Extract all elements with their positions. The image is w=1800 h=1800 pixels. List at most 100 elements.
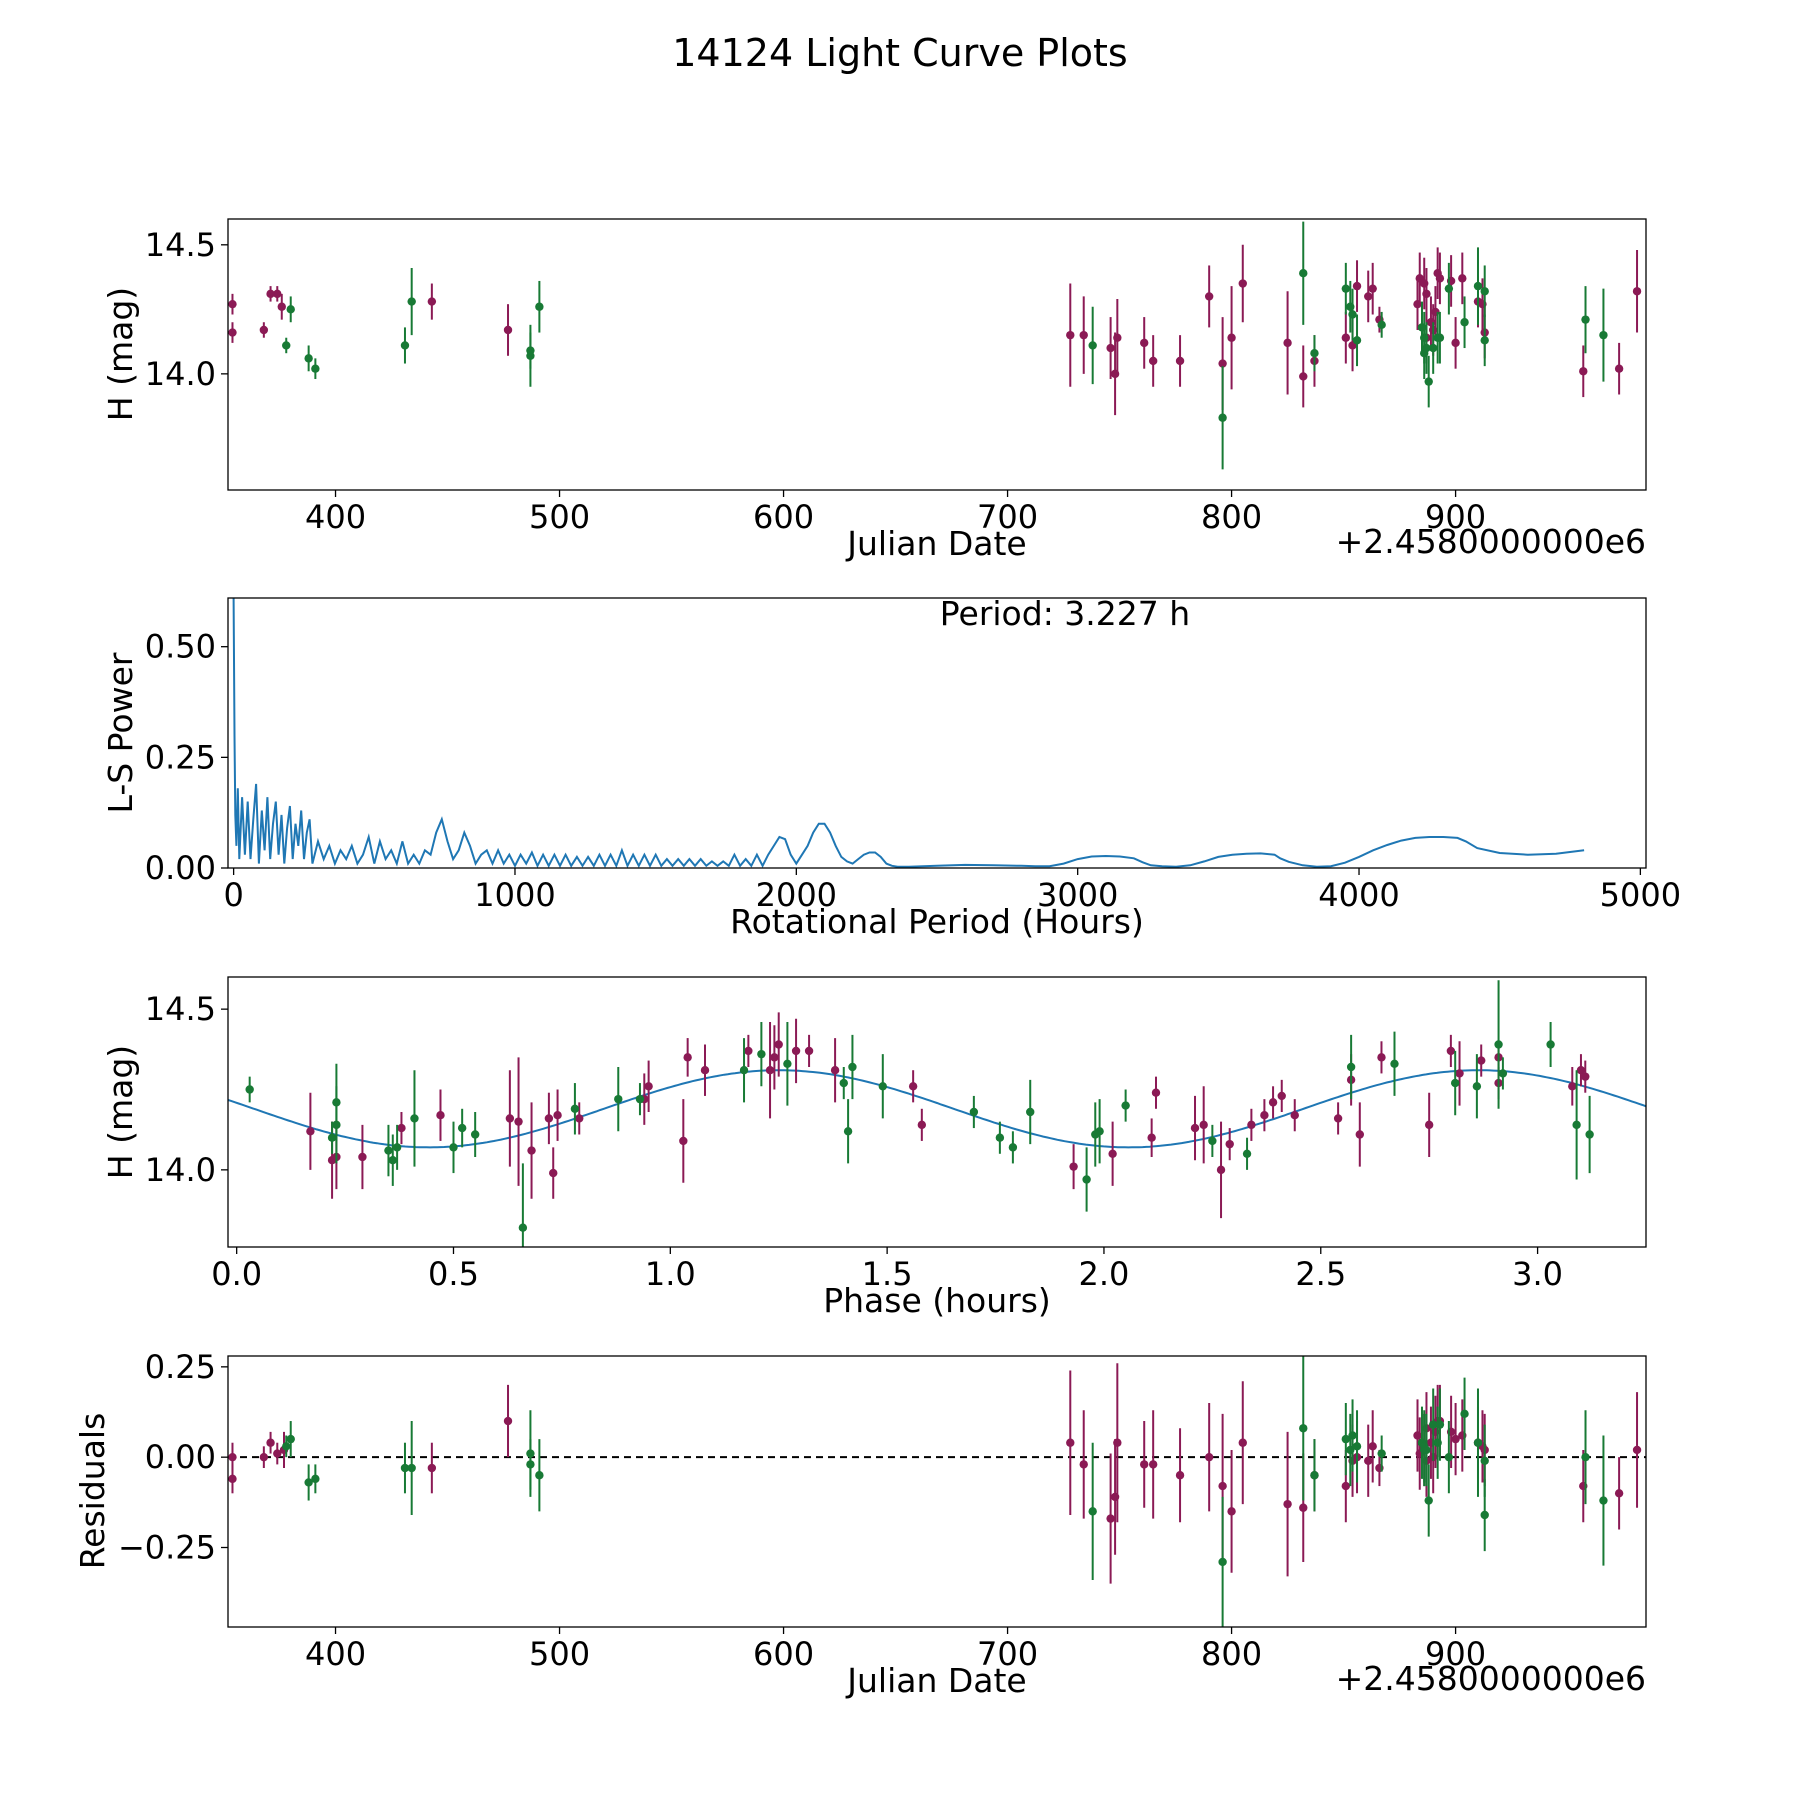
- x-tick-label: 1.5: [862, 1255, 913, 1293]
- magenta-data-point: [544, 1114, 554, 1123]
- periodogram-panel: 0 1000 2000 3000 4000 5000 0.00 0.25 0.50 Rotatio…: [101, 594, 1681, 941]
- plot-area: [228, 221, 1642, 470]
- phase-folded-panel: 0.0 0.5 1.0 1.5 2.0 2.5 3.0 14.0 14.5 Phase (hour…: [101, 976, 1647, 1320]
- green-data-point: [1390, 1059, 1399, 1068]
- x-tick-label: 400: [305, 498, 366, 536]
- green-data-point: [995, 1133, 1005, 1142]
- x-tick-label: 2.0: [1079, 1255, 1130, 1293]
- magenta-data-point: [1341, 333, 1351, 342]
- x-tick-label: 900: [1425, 1635, 1486, 1673]
- x-tick-label: 600: [753, 498, 814, 536]
- magenta-data-point: [273, 1449, 282, 1458]
- x-tick-label: 0.0: [211, 1255, 262, 1293]
- y-tick-label: 0.50: [145, 628, 216, 666]
- green-data-point: [1480, 1456, 1489, 1465]
- magenta-data-point: [266, 289, 275, 299]
- magenta-data-point: [1148, 356, 1158, 366]
- green-data-point: [1444, 1452, 1454, 1462]
- green-data-point: [457, 1123, 467, 1133]
- green-data-point: [1473, 1438, 1483, 1447]
- green-data-point: [1572, 1120, 1581, 1130]
- green-data-point: [839, 1078, 848, 1088]
- y-axis-label: H (mag): [101, 1045, 140, 1179]
- magenta-data-point: [1113, 1438, 1122, 1447]
- green-data-point: [1082, 1175, 1091, 1184]
- green-data-point: [1008, 1143, 1018, 1152]
- green-data-point: [407, 297, 416, 306]
- green-data-point: [1460, 318, 1469, 327]
- green-data-point: [1494, 1040, 1503, 1049]
- magenta-data-point: [917, 1120, 927, 1130]
- magenta-data-point: [1458, 274, 1467, 283]
- magenta-data-point: [1151, 1088, 1161, 1097]
- magenta-data-point: [1333, 1114, 1343, 1123]
- magenta-data-point: [1268, 1098, 1278, 1107]
- magenta-data-point: [1299, 372, 1308, 381]
- residuals-panel: 400 500 600 700 800 900 −0.25 0.00 0.25 Julian Da…: [73, 1348, 1647, 1700]
- green-data-point: [1352, 336, 1362, 345]
- x-tick-label: 0.5: [428, 1255, 479, 1293]
- y-tick-label: 0.00: [145, 1438, 216, 1476]
- magenta-data-point: [1227, 1507, 1236, 1516]
- y-tick-label: −0.25: [118, 1529, 216, 1567]
- x-offset-label: +2.4580000000e6: [1336, 522, 1646, 561]
- green-data-point: [1422, 343, 1431, 353]
- green-data-point: [282, 1442, 291, 1451]
- x-tick-label: 4000: [1318, 876, 1399, 914]
- magenta-data-point: [1455, 1069, 1464, 1078]
- green-data-point: [1026, 1107, 1035, 1117]
- green-data-point: [518, 1223, 528, 1232]
- green-data-point: [304, 354, 313, 363]
- green-data-point: [535, 1471, 544, 1480]
- green-data-point: [526, 1460, 535, 1469]
- green-data-point: [1299, 269, 1308, 278]
- green-data-point: [1208, 1136, 1217, 1146]
- green-data-point: [470, 1130, 480, 1139]
- magenta-data-point: [553, 1111, 562, 1120]
- axes-frame: [227, 218, 1647, 491]
- magenta-data-point: [1451, 338, 1460, 348]
- green-data-point: [400, 1463, 410, 1473]
- magenta-data-point: [1216, 1165, 1226, 1175]
- magenta-data-point: [1581, 1072, 1590, 1081]
- y-tick-label: 14.5: [145, 990, 216, 1028]
- green-data-point: [1341, 284, 1351, 293]
- green-data-point: [282, 341, 291, 350]
- magenta-data-point: [228, 299, 237, 309]
- magenta-data-point: [679, 1136, 688, 1146]
- magenta-data-point: [259, 1452, 269, 1462]
- green-data-point: [311, 1474, 320, 1484]
- green-data-point: [1581, 1452, 1590, 1462]
- axes-frame: [227, 1355, 1647, 1628]
- y-tick-label: 14.0: [145, 355, 216, 393]
- green-data-point: [1121, 1101, 1130, 1110]
- magenta-data-point: [1079, 330, 1088, 340]
- magenta-data-point: [1290, 1111, 1299, 1120]
- green-data-point: [757, 1049, 766, 1059]
- green-data-point: [1218, 413, 1227, 422]
- magenta-data-point: [1283, 338, 1292, 348]
- green-data-point: [783, 1059, 792, 1068]
- magenta-data-point: [1422, 289, 1431, 299]
- magenta-data-point: [700, 1066, 710, 1075]
- green-data-point: [332, 1120, 341, 1130]
- x-tick-label: 3000: [1037, 876, 1118, 914]
- green-data-point: [1428, 343, 1438, 353]
- y-tick-label: 0.25: [145, 1348, 216, 1386]
- y-axis-label: L-S Power: [101, 652, 140, 813]
- green-data-point: [304, 1478, 313, 1487]
- plot-area: [228, 980, 1646, 1247]
- x-tick-label: 2000: [756, 876, 837, 914]
- y-tick-label: 0.00: [145, 849, 216, 887]
- plot-area: [228, 1356, 1646, 1627]
- magenta-data-point: [804, 1046, 814, 1056]
- x-tick-label: 600: [753, 1635, 814, 1673]
- magenta-data-point: [1341, 1481, 1351, 1491]
- x-tick-label: 800: [1201, 1635, 1262, 1673]
- magenta-data-point: [397, 1123, 406, 1133]
- magenta-data-point: [1218, 359, 1227, 368]
- green-data-point: [384, 1146, 393, 1155]
- y-tick-label: 0.25: [145, 738, 216, 776]
- green-data-point: [1424, 1496, 1433, 1505]
